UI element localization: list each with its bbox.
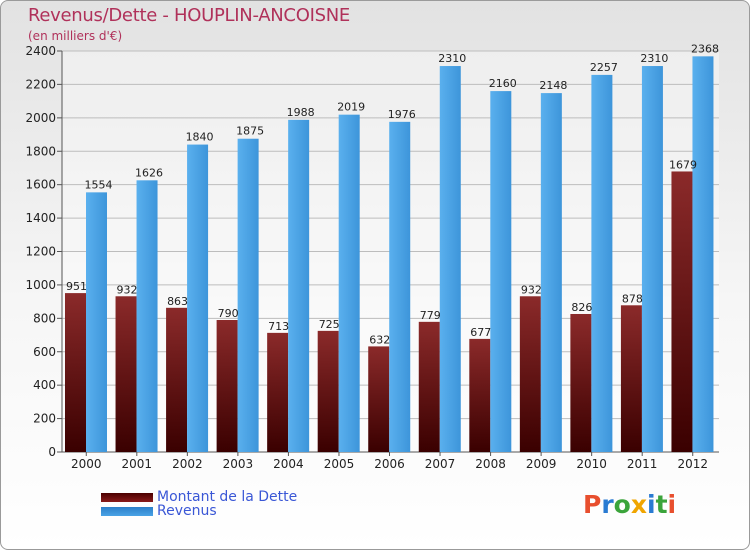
bar-revenus	[591, 74, 613, 452]
y-tick-label: 1600	[25, 178, 56, 192]
y-tick-label: 1800	[25, 144, 56, 158]
data-label-revenus: 1840	[186, 131, 214, 144]
logo-letter: x	[630, 490, 647, 519]
x-tick-label: 2003	[223, 457, 254, 471]
y-tick-label: 2000	[25, 111, 56, 125]
y-tick-label: 2400	[25, 44, 56, 58]
data-label-revenus: 2257	[590, 61, 618, 74]
logo-letter: i	[667, 490, 677, 519]
data-label-revenus: 2368	[691, 42, 719, 55]
x-tick-label: 2008	[475, 457, 506, 471]
data-label-revenus: 1875	[236, 125, 264, 138]
logo-letter: t	[655, 490, 668, 519]
data-label-dette: 826	[571, 301, 592, 314]
bar-revenus	[540, 93, 562, 452]
data-label-revenus: 1976	[388, 108, 416, 121]
data-label-dette: 932	[521, 283, 542, 296]
x-tick-label: 2006	[374, 457, 405, 471]
data-label-dette: 779	[420, 309, 441, 322]
legend-item-revenus: Revenus	[101, 503, 217, 519]
logo-letter: P	[583, 490, 602, 519]
x-tick-label: 2002	[172, 457, 203, 471]
bar-dette	[368, 346, 390, 452]
x-tick-label: 2009	[526, 457, 557, 471]
x-tick-label: 2011	[627, 457, 658, 471]
data-label-dette: 790	[218, 307, 239, 320]
y-tick-label: 1400	[25, 211, 56, 225]
y-tick-label: 400	[33, 378, 56, 392]
bar-revenus	[490, 91, 512, 452]
data-label-dette: 677	[470, 326, 491, 339]
legend-swatch-dette	[101, 492, 153, 502]
bar-dette	[267, 332, 289, 452]
legend-label-dette: Montant de la Dette	[157, 489, 298, 505]
data-label-dette: 951	[66, 280, 87, 293]
legend-label-revenus: Revenus	[157, 503, 217, 519]
bar-dette	[317, 330, 339, 452]
logo-letter: o	[613, 490, 631, 519]
bar-dette	[620, 305, 642, 452]
chart-subtitle: (en milliers d'€)	[28, 29, 123, 43]
bar-revenus	[86, 192, 107, 453]
data-label-dette: 932	[117, 283, 138, 296]
bar-revenus	[187, 144, 209, 453]
data-label-revenus: 2148	[539, 79, 567, 92]
data-label-revenus: 1626	[135, 166, 163, 179]
data-label-revenus: 2310	[640, 52, 668, 65]
y-tick-label: 800	[33, 311, 56, 325]
logo-letter: r	[601, 490, 614, 519]
bar-revenus	[389, 121, 411, 453]
bar-dette	[570, 313, 592, 452]
legend-swatch-revenus	[101, 506, 153, 516]
bar-revenus	[237, 138, 259, 452]
y-tick-label: 600	[33, 345, 56, 359]
y-tick-label: 0	[48, 445, 56, 459]
legend-item-dette: Montant de la Dette	[101, 489, 297, 505]
x-tick-label: 2001	[122, 457, 153, 471]
bar-revenus	[641, 66, 663, 452]
bar-dette	[519, 296, 541, 452]
bar-revenus	[136, 180, 158, 452]
data-label-dette: 863	[167, 295, 188, 308]
x-tick-label: 2012	[677, 457, 708, 471]
bar-revenus	[338, 114, 360, 452]
proxiti-logo: Proxiti	[583, 490, 676, 519]
y-tick-label: 1000	[25, 278, 56, 292]
data-label-revenus: 2019	[337, 101, 365, 114]
x-tick-label: 2004	[273, 457, 304, 471]
y-tick-label: 1200	[25, 245, 56, 259]
data-label-dette: 632	[369, 333, 390, 346]
x-tick-label: 2000	[71, 457, 102, 471]
bar-dette	[166, 307, 188, 452]
bar-dette	[469, 338, 491, 452]
x-tick-label: 2005	[324, 457, 355, 471]
bar-dette	[671, 171, 693, 452]
bar-revenus	[288, 119, 310, 453]
bar-dette	[115, 296, 137, 452]
y-tick-label: 200	[33, 412, 56, 426]
y-tick-label: 2200	[25, 77, 56, 91]
data-label-revenus: 2160	[489, 77, 517, 90]
data-label-dette: 878	[622, 292, 643, 305]
chart-title: Revenus/Dette - HOUPLIN-ANCOISNE	[28, 5, 350, 26]
data-label-dette: 713	[268, 320, 289, 333]
x-tick-label: 2010	[576, 457, 607, 471]
data-label-revenus: 1988	[287, 106, 315, 119]
data-label-revenus: 1554	[85, 178, 113, 191]
bar-dette	[65, 293, 86, 452]
bar-dette	[216, 320, 238, 452]
bar-dette	[418, 321, 440, 452]
data-label-dette: 725	[319, 318, 340, 331]
x-tick-label: 2007	[425, 457, 456, 471]
logo-letter: i	[647, 490, 656, 519]
data-label-revenus: 2310	[438, 52, 466, 65]
bar-revenus	[692, 56, 714, 452]
bar-revenus	[439, 66, 461, 452]
data-label-dette: 1679	[669, 158, 697, 171]
